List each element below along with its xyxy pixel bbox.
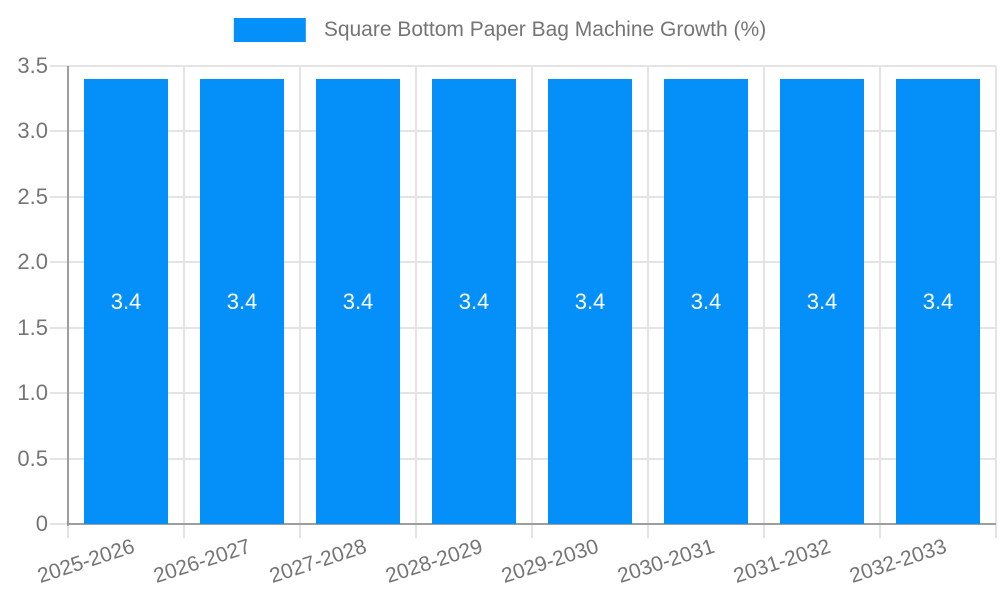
x-tick-mark (415, 524, 417, 538)
bar[interactable] (200, 79, 284, 524)
bar[interactable] (84, 79, 168, 524)
y-axis-tick-label: 2.0 (17, 249, 48, 275)
legend-label: Square Bottom Paper Bag Machine Growth (… (323, 18, 767, 41)
gridline-vertical (763, 66, 765, 524)
x-tick-mark (299, 524, 301, 538)
bar-value-label: 3.4 (690, 288, 722, 314)
legend-swatch (233, 18, 306, 42)
x-axis-baseline (68, 523, 996, 525)
bar-value-label: 3.4 (226, 288, 258, 314)
gridline-vertical (647, 66, 649, 524)
gridline-vertical (879, 66, 881, 524)
bar[interactable] (896, 79, 980, 524)
y-tick-mark (50, 523, 68, 525)
bar[interactable] (664, 79, 748, 524)
legend[interactable]: Square Bottom Paper Bag Machine Growth (… (233, 18, 767, 42)
y-axis-tick-label: 3.0 (17, 118, 48, 144)
gridline-vertical (995, 66, 997, 524)
y-axis-tick-label: 1.0 (17, 380, 48, 406)
y-tick-mark (50, 457, 68, 460)
bar[interactable] (316, 79, 400, 524)
bar-value-label: 3.4 (922, 288, 954, 314)
y-axis-tick-label: 2.5 (17, 183, 48, 209)
x-tick-mark (763, 524, 765, 538)
y-tick-mark (50, 130, 68, 133)
y-tick-mark (50, 326, 68, 329)
y-axis-tick-label: 1.5 (17, 314, 48, 340)
y-axis-line (67, 66, 69, 526)
x-tick-mark (183, 524, 185, 538)
y-axis-tick-label: 0 (35, 511, 48, 536)
bar[interactable] (548, 79, 632, 524)
x-tick-mark (531, 524, 533, 538)
y-tick-mark (50, 392, 68, 395)
x-tick-mark (647, 524, 649, 538)
y-axis-tick-label: 0.5 (17, 445, 48, 471)
x-tick-mark (879, 524, 881, 538)
y-tick-mark (50, 261, 68, 264)
y-axis-tick-label: 3.5 (17, 53, 48, 78)
bar[interactable] (432, 79, 516, 524)
gridline-vertical (299, 66, 301, 524)
bar-value-label: 3.4 (110, 288, 142, 314)
gridline-vertical (531, 66, 533, 524)
x-tick-mark (995, 524, 997, 538)
gridline-vertical (183, 66, 185, 524)
bar-value-label: 3.4 (458, 288, 490, 314)
y-tick-mark (50, 195, 68, 198)
gridline-vertical (415, 66, 417, 524)
bar-value-label: 3.4 (342, 288, 374, 314)
bar-value-label: 3.4 (574, 288, 606, 314)
bar[interactable] (780, 79, 864, 524)
bar-value-label: 3.4 (806, 288, 838, 314)
x-tick-mark (67, 524, 69, 538)
y-tick-mark (50, 65, 68, 67)
